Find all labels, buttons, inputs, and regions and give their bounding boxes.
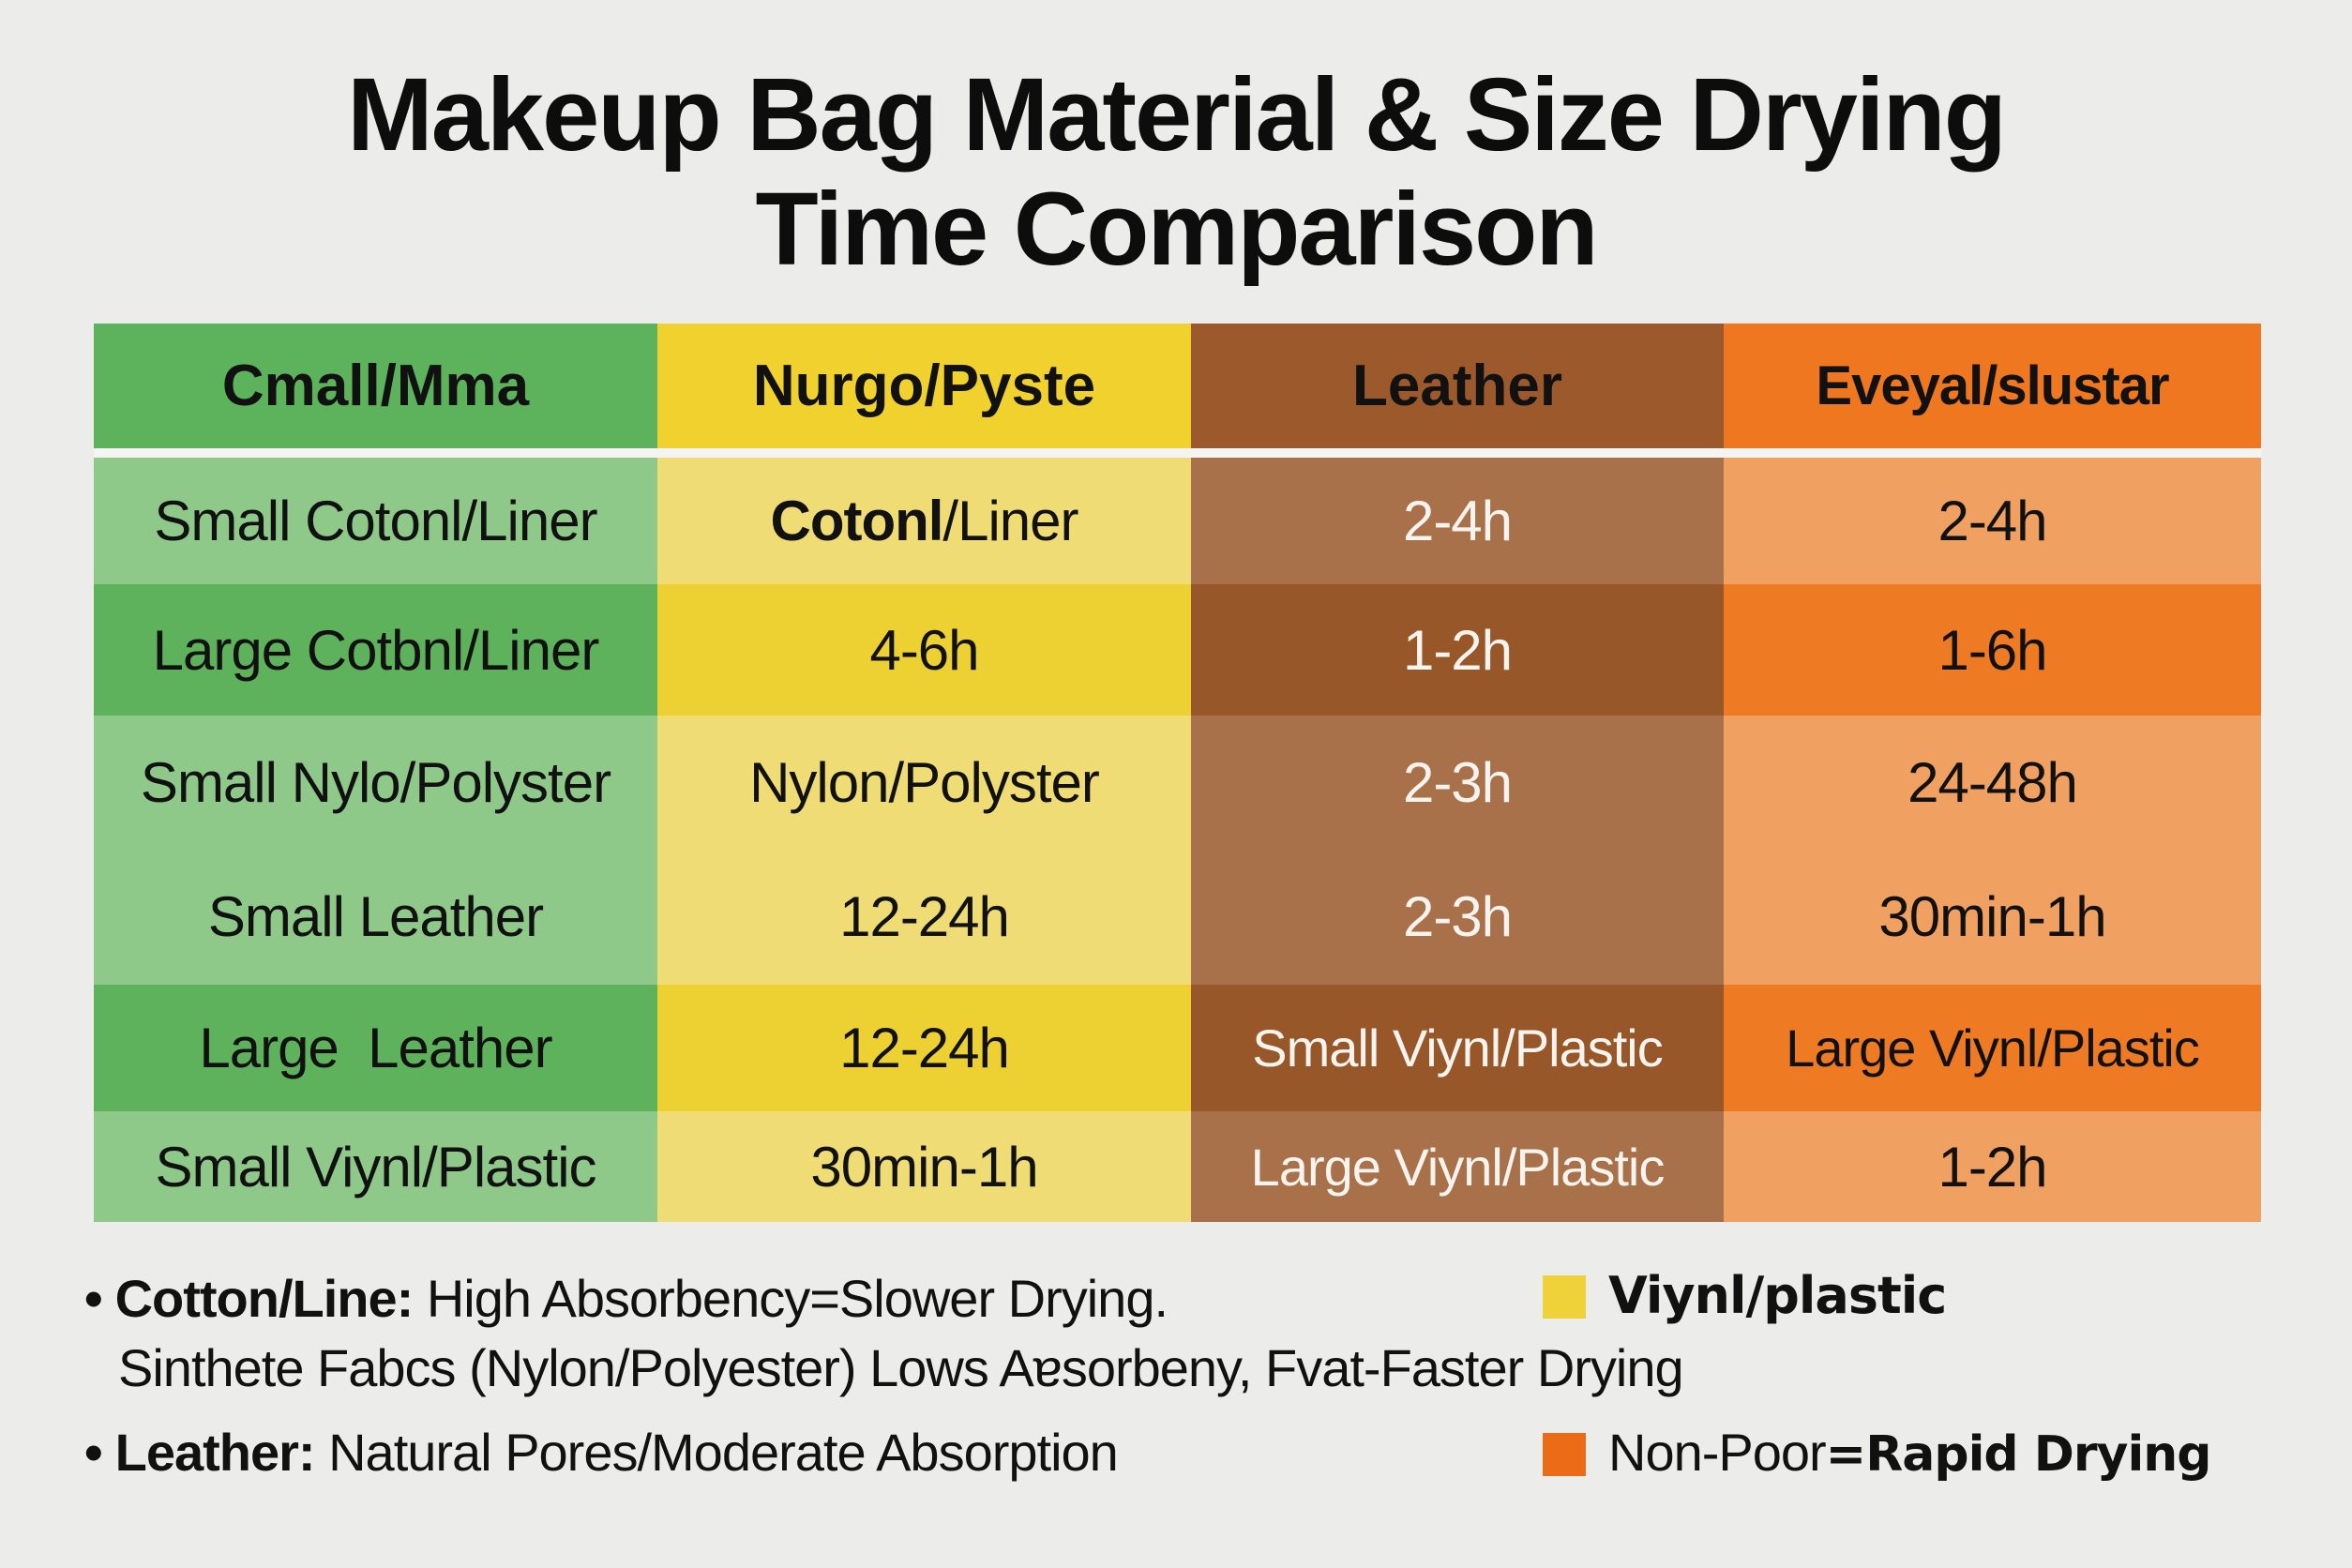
table-cell: 1-2h	[1724, 1111, 2261, 1222]
cell-text: /Liner	[942, 490, 1078, 552]
table-cell: Nylon/Polyster	[657, 716, 1191, 849]
table-cell: 12-24h	[657, 849, 1191, 985]
header-divider	[94, 448, 2261, 458]
header-cell: Eveyal/slustar	[1724, 324, 2261, 448]
table-cell: 30min-1h	[657, 1111, 1191, 1222]
cell-text-bold: Cotonl	[770, 490, 943, 552]
table-cell: 1-2h	[1191, 584, 1724, 716]
note-label: Cotton/Line:	[114, 1269, 415, 1328]
table-cell: 2-4h	[1191, 458, 1724, 584]
title-line-1: Makeup Bag Material & Size Drying	[347, 57, 2007, 173]
note-text: High Absorbency=Slower Drying.	[413, 1269, 1168, 1328]
table-cell: 2-3h	[1191, 849, 1724, 985]
legend-label: Viynl/plastic	[1608, 1266, 1947, 1325]
table-row: Large Leather 12-24h Small Viynl/Plastic…	[94, 985, 2261, 1111]
legend-label-bold: =Rapid Drying	[1825, 1426, 2212, 1483]
table-cell: 2-4h	[1724, 458, 2261, 584]
table-cell: Large Viynl/Plastic	[1724, 985, 2261, 1111]
table-cell: 1-6h	[1724, 584, 2261, 716]
table-cell: Small Viynl/Plastic	[94, 1111, 657, 1222]
table-cell: Small Viynl/Plastic	[1191, 985, 1724, 1111]
table-row: Small Nylo/Polyster Nylon/Polyster 2-3h …	[94, 716, 2261, 849]
table-cell: 24-48h	[1724, 716, 2261, 849]
legend-item-vinyl: Viynl/plastic	[1543, 1269, 1947, 1321]
table-cell: Large Leather	[94, 985, 657, 1111]
note-cotton: • Cotton/Line: High Absorbency=Slower Dry…	[84, 1273, 1168, 1325]
table-cell: Small Nylo/Polyster	[94, 716, 657, 849]
note-synthetic: Sinthete Fabcs (Nylon/Polyester) Lows Aɐ…	[118, 1338, 1684, 1397]
table-cell: Small Cotonl/Liner	[94, 458, 657, 584]
bullet: •	[84, 1423, 103, 1482]
table-cell: Large Viynl/Plastic	[1191, 1111, 1724, 1222]
legend-label: Non-Poor	[1608, 1423, 1827, 1482]
table-cell: 4-6h	[657, 584, 1191, 716]
table-row: Small Viynl/Plastic 30min-1h Large Viynl…	[94, 1111, 2261, 1222]
header-cell: Nurgo/Pyste	[657, 324, 1191, 448]
note-label: Leather:	[114, 1423, 316, 1482]
bullet: •	[84, 1269, 103, 1328]
note-text: Natural Pores/Moderate Absorption	[314, 1423, 1119, 1482]
legend-swatch-yellow	[1543, 1275, 1586, 1319]
header-cell: Leather	[1191, 324, 1724, 448]
title-line-2: Time Comparison	[755, 172, 1598, 287]
legend-item-nonporous: Non-Poor=Rapid Drying	[1543, 1423, 2212, 1482]
table-row: Small Leather 12-24h 2-3h 30min-1h	[94, 849, 2261, 985]
table-cell: 12-24h	[657, 985, 1191, 1111]
table-cell: Cotonl/Liner	[657, 458, 1191, 584]
page-title: Makeup Bag Material & Size Drying Time C…	[0, 58, 2352, 287]
table-cell: 30min-1h	[1724, 849, 2261, 985]
note-leather: • Leather: Natural Pores/Moderate Absorpt…	[84, 1423, 1119, 1482]
table-cell: Small Leather	[94, 849, 657, 985]
table-row: Large Cotbnl/Liner 4-6h 1-2h 1-6h	[94, 584, 2261, 716]
table-cell: Large Cotbnl/Liner	[94, 584, 657, 716]
legend-swatch-orange	[1543, 1433, 1586, 1476]
table-row: Small Cotonl/Liner Cotonl/Liner 2-4h 2-4…	[94, 458, 2261, 584]
table-header-row: Cmall/Mma Nurgo/Pyste Leather Eveyal/slu…	[94, 324, 2261, 448]
table-cell: 2-3h	[1191, 716, 1724, 849]
header-cell: Cmall/Mma	[94, 324, 657, 448]
drying-time-table: Cmall/Mma Nurgo/Pyste Leather Eveyal/slu…	[94, 324, 2261, 1222]
